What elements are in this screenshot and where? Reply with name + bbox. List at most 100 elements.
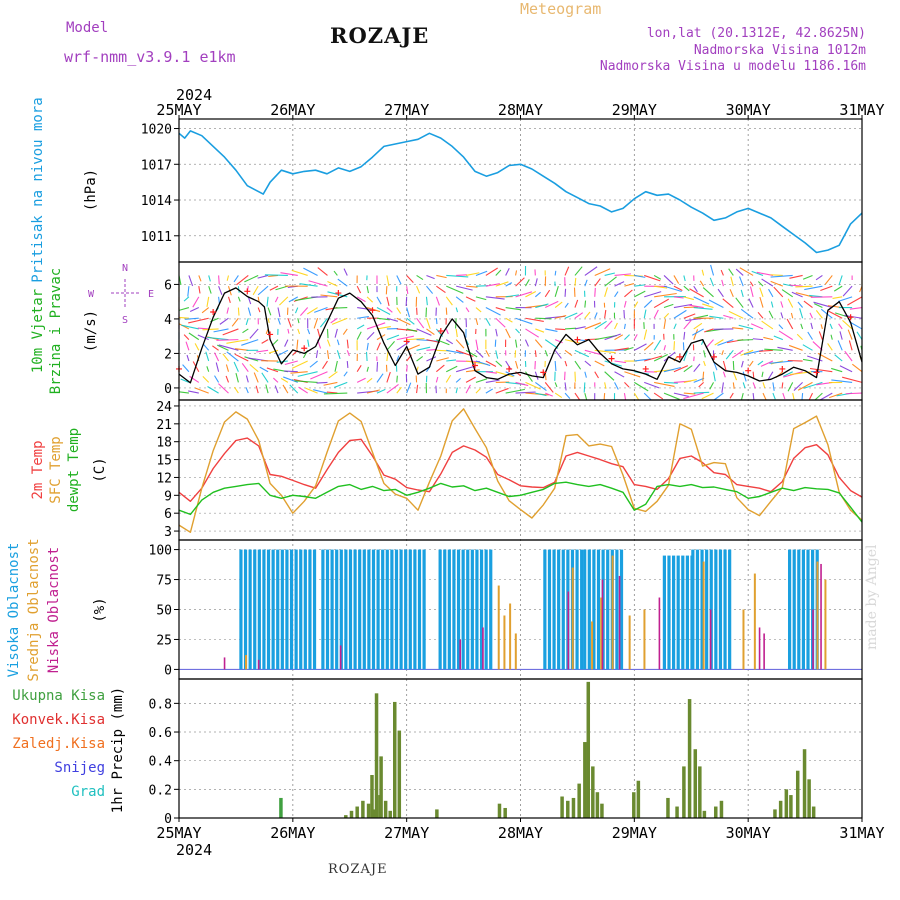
cloud-low-bar	[459, 639, 461, 670]
cloud-low-bar	[223, 657, 226, 670]
wind-barb	[485, 296, 505, 300]
wind-barb	[280, 272, 298, 276]
wind-gust-marker	[403, 338, 410, 345]
wind-barb	[206, 366, 210, 372]
wind-barb	[802, 344, 813, 351]
wind-gust-marker	[437, 328, 444, 334]
precip-bar	[379, 756, 383, 818]
wind-barb	[416, 285, 421, 294]
cloud-high-bar	[592, 549, 596, 670]
precip-bar	[366, 803, 371, 818]
wind-barb	[237, 307, 240, 316]
cloud-high-bar	[676, 555, 680, 670]
wind-barb	[376, 342, 381, 351]
wind-barb	[731, 349, 744, 359]
y-tick-label: 9	[164, 489, 172, 504]
precip-bar	[702, 810, 707, 818]
wind-barb	[307, 328, 311, 335]
wind-barb	[604, 276, 617, 287]
cloud-high-bar	[691, 549, 695, 670]
wind-barb	[803, 381, 823, 389]
cloud-high-bar	[280, 549, 284, 670]
wind-barb	[780, 312, 784, 319]
x-day-label-top: 26MAY	[270, 101, 315, 119]
wind-barb	[737, 339, 754, 341]
wind-barb	[683, 275, 686, 282]
wind-barb	[282, 384, 289, 394]
wind-barb	[180, 378, 190, 383]
x-day-label-bottom: 25MAY	[156, 824, 201, 842]
wind-barb	[356, 296, 366, 303]
wind-barb	[366, 389, 380, 394]
wind-barb	[584, 300, 587, 308]
wind-barb	[838, 296, 853, 302]
wind-barb	[769, 360, 793, 364]
y-tick-label: 0	[164, 382, 172, 397]
wind-barb	[555, 315, 567, 319]
cloud-mid-bar	[571, 567, 574, 670]
wind-barb	[234, 353, 249, 362]
wind-barb	[416, 355, 424, 362]
cloud-high-bar	[484, 549, 488, 670]
cloud-low-bar	[758, 627, 761, 670]
wind-barb	[802, 358, 813, 362]
wind-barb	[406, 382, 412, 394]
cloud-mid-bar	[509, 603, 512, 670]
precip-bar	[811, 806, 816, 818]
wind-barb	[838, 275, 843, 286]
wind-barb	[780, 301, 784, 308]
precip-bar	[773, 809, 777, 818]
wind-barb	[416, 328, 432, 336]
wind-barb	[455, 307, 459, 313]
wind-barb	[212, 345, 219, 351]
wind-barb	[644, 355, 663, 362]
wind-barb	[385, 286, 388, 295]
wind-barb	[554, 270, 557, 276]
wind-barb	[183, 334, 190, 341]
wind-barb	[436, 274, 447, 279]
wind-barb	[455, 377, 461, 383]
wind-barb	[445, 328, 449, 335]
precip-legend-2: Konvek.Kisa	[12, 712, 105, 728]
wind-barb	[770, 280, 784, 287]
wind-barb	[788, 344, 803, 351]
wind-barb	[320, 294, 338, 298]
temp-line-1	[178, 437, 863, 502]
wind-barb	[319, 317, 328, 328]
precip-axis-unit: 1hr Precip (mm)	[110, 687, 126, 813]
wind-barb	[456, 274, 467, 277]
cloud-high-bar	[788, 549, 792, 670]
wind-barb	[291, 360, 308, 369]
cloud-mid-bar	[245, 655, 248, 670]
wind-barb	[564, 392, 571, 399]
precip-bar	[789, 795, 793, 818]
wind-barb	[786, 318, 794, 330]
wind-barb	[376, 307, 391, 315]
wind-gust-marker	[779, 365, 786, 372]
wind-barb	[307, 339, 310, 347]
wind-barb	[276, 360, 288, 363]
wind-barb	[584, 349, 602, 356]
wind-barb	[334, 360, 338, 372]
wind-barb	[534, 350, 537, 358]
wind-barb	[809, 367, 833, 373]
cloud-high-bar	[299, 549, 303, 670]
wind-barb	[396, 386, 402, 394]
wind-barb	[545, 300, 559, 309]
wind-barb	[824, 275, 833, 285]
wind-barb	[790, 284, 803, 287]
wind-barb	[703, 360, 706, 367]
wind-barb	[802, 274, 813, 280]
wind-barb	[515, 317, 533, 325]
wind-barb	[760, 360, 774, 367]
y-tick-label: 24	[156, 400, 172, 415]
wind-barb	[535, 328, 545, 333]
cloud-high-bar	[394, 549, 399, 670]
wind-barb	[306, 307, 318, 315]
wind-barb	[721, 350, 724, 356]
wind-barb	[624, 371, 641, 378]
wind-barb	[614, 291, 619, 298]
wind-barb	[594, 320, 607, 330]
wind-barb	[208, 275, 211, 282]
wind-barb	[396, 307, 402, 314]
